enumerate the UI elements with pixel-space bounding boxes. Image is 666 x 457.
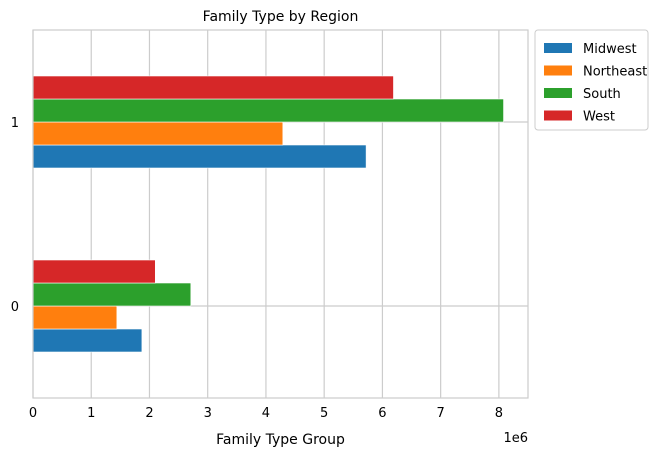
x-tick-label: 1 <box>87 406 95 421</box>
x-tick-label: 2 <box>145 406 153 421</box>
legend-swatch-south <box>544 88 572 98</box>
bar-south-1 <box>32 98 504 123</box>
y-tick-label: 1 <box>11 116 19 131</box>
x-axis-label: Family Type Group <box>216 432 345 448</box>
x-tick-label: 7 <box>437 406 445 421</box>
legend: Midwest Northeast South West <box>534 29 649 131</box>
legend-swatch-west <box>544 110 572 121</box>
bar-west-0 <box>32 259 156 284</box>
x-axis-offset-label: 1e6 <box>503 431 528 446</box>
chart-title: Family Type by Region <box>203 9 359 25</box>
bar-midwest-1 <box>32 144 367 169</box>
x-tick-label: 5 <box>320 406 328 421</box>
y-tick-labels: 01 <box>11 116 19 315</box>
plot-frame <box>32 29 529 399</box>
x-tick-label: 0 <box>29 406 37 421</box>
bars <box>32 75 504 353</box>
x-tick-labels: 0 1 2 3 4 5 6 7 8 <box>29 406 503 421</box>
bar-west-1 <box>32 75 394 100</box>
legend-box <box>534 29 649 131</box>
x-tick-label: 8 <box>495 406 503 421</box>
legend-label-west: West <box>583 110 615 125</box>
legend-label-northeast: Northeast <box>583 65 647 80</box>
x-tick-label: 3 <box>204 406 212 421</box>
bar-northeast-0 <box>32 305 118 330</box>
bar-northeast-1 <box>32 121 284 146</box>
legend-label-midwest: Midwest <box>583 42 637 57</box>
x-tick-label: 6 <box>378 406 386 421</box>
x-tick-label: 4 <box>262 406 270 421</box>
legend-label-south: South <box>583 87 621 102</box>
bar-midwest-0 <box>32 328 143 353</box>
bar-south-0 <box>32 282 192 307</box>
legend-swatch-northeast <box>544 65 572 76</box>
y-tick-label: 0 <box>11 300 19 315</box>
legend-swatch-midwest <box>544 43 572 53</box>
